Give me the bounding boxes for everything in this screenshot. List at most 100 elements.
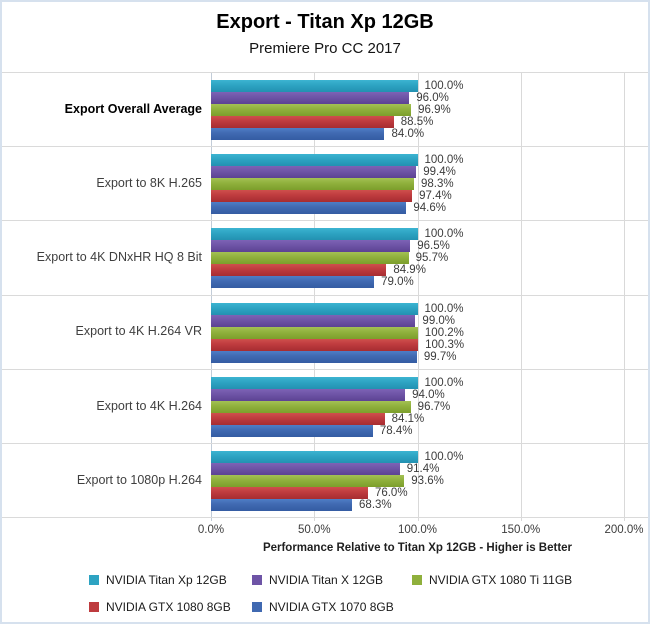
bar-value-label: 100.2% (424, 326, 464, 339)
bar-value-label: 84.1% (391, 412, 425, 425)
bar-value-label: 94.0% (412, 388, 445, 401)
legend-item-nvidia-titan-xp-12gb: NVIDIA Titan Xp 12GB (89, 573, 227, 587)
bar-nvidia-gtx-1070-8gb (211, 350, 417, 363)
bar-nvidia-titan-xp-12gb (211, 154, 418, 167)
bar-value-label: 100.0% (424, 80, 464, 92)
bar-nvidia-gtx-1080-ti-11gb (211, 400, 411, 413)
x-axis-title: Performance Relative to Titan Xp 12GB - … (262, 542, 573, 554)
bar-value-label: 96.5% (417, 240, 450, 253)
bar-value-label: 84.0% (391, 128, 425, 140)
category-label-export-to-4k-dnxhr-hq-8-bit: Export to 4K DNxHR HQ 8 Bit (36, 250, 202, 265)
group-separator (2, 442, 648, 444)
bar-value-label: 93.6% (411, 474, 444, 487)
bar-value-label: 79.0% (381, 276, 414, 289)
bar-value-label: 100.3% (425, 338, 465, 351)
bar-nvidia-titan-x-12gb (211, 92, 410, 104)
bar-value-label: 99.7% (423, 350, 457, 363)
bar-value-label: 84.9% (393, 264, 426, 277)
bar-nvidia-gtx-1080-8gb (211, 190, 413, 203)
bar-nvidia-gtx-1070-8gb (211, 276, 375, 289)
group-separator (2, 72, 648, 73)
legend-swatch-nvidia-titan-x-12gb (252, 575, 262, 585)
bar-value-label: 95.7% (415, 252, 449, 265)
bar-value-label: 97.4% (419, 190, 452, 203)
bar-value-label: 78.4% (379, 424, 413, 437)
bar-nvidia-gtx-1080-8gb (211, 338, 419, 351)
bar-nvidia-gtx-1080-8gb (211, 264, 387, 277)
bar-nvidia-titan-xp-12gb (211, 228, 418, 241)
bar-nvidia-gtx-1080-ti-11gb (211, 104, 412, 116)
bar-nvidia-titan-xp-12gb (211, 80, 418, 92)
x-tick-label: 150.0% (501, 524, 541, 536)
x-tick-label: 100.0% (397, 524, 437, 536)
group-separator (2, 517, 648, 518)
x-tick-label: 0.0% (197, 524, 225, 536)
legend-item-nvidia-gtx-1070-8gb: NVIDIA GTX 1070 8GB (252, 600, 394, 614)
legend-swatch-nvidia-gtx-1080-8gb (89, 602, 99, 612)
category-label-export-to-1080p-h-264: Export to 1080p H.264 (76, 472, 202, 487)
bar-nvidia-titan-x-12gb (211, 388, 406, 401)
bar-value-label: 98.3% (420, 178, 454, 191)
legend-label: NVIDIA GTX 1080 8GB (106, 600, 231, 614)
chart-subtitle: Premiere Pro CC 2017 (249, 40, 401, 57)
bar-nvidia-gtx-1070-8gb (211, 128, 385, 140)
gridline (520, 72, 522, 521)
bar-nvidia-gtx-1080-8gb (211, 412, 385, 425)
category-label-export-to-4k-h-264: Export to 4K H.264 (96, 398, 202, 413)
bar-nvidia-gtx-1080-8gb (211, 116, 394, 128)
bar-value-label: 94.6% (413, 202, 446, 215)
bar-nvidia-gtx-1080-ti-11gb (211, 178, 414, 191)
bar-nvidia-gtx-1070-8gb (211, 424, 373, 437)
legend-item-nvidia-gtx-1080-8gb: NVIDIA GTX 1080 8GB (89, 600, 231, 614)
bar-nvidia-titan-x-12gb (211, 240, 411, 253)
bar-value-label: 100.0% (424, 302, 464, 315)
bar-value-label: 91.4% (406, 462, 440, 475)
bar-nvidia-gtx-1080-ti-11gb (211, 326, 418, 339)
legend-label: NVIDIA GTX 1070 8GB (269, 600, 394, 614)
group-separator (2, 220, 648, 222)
bar-nvidia-gtx-1080-ti-11gb (211, 252, 409, 265)
category-label-export-overall-average: Export Overall Average (64, 101, 202, 116)
x-tick-label: 50.0% (297, 524, 331, 536)
bar-nvidia-gtx-1080-8gb (211, 486, 368, 499)
legend-label: NVIDIA Titan X 12GB (269, 573, 384, 587)
category-label-export-to-4k-h-264-vr: Export to 4K H.264 VR (75, 324, 202, 339)
bar-value-label: 99.4% (423, 166, 456, 179)
bar-value-label: 100.0% (424, 450, 464, 463)
legend-label: NVIDIA Titan Xp 12GB (106, 573, 227, 587)
x-tick-label: 200.0% (604, 524, 644, 536)
y-axis-line (211, 72, 212, 521)
bar-value-label: 96.9% (418, 104, 451, 116)
legend-label: NVIDIA GTX 1080 Ti 11GB (429, 573, 573, 587)
bar-nvidia-gtx-1080-ti-11gb (211, 474, 405, 487)
bar-value-label: 100.0% (424, 376, 464, 389)
legend-item-nvidia-titan-x-12gb: NVIDIA Titan X 12GB (252, 573, 383, 587)
bar-value-label: 99.0% (422, 314, 456, 327)
bar-nvidia-titan-xp-12gb (211, 450, 418, 463)
bar-nvidia-titan-xp-12gb (211, 376, 418, 389)
category-label-export-to-8k-h-265: Export to 8K H.265 (96, 176, 202, 191)
bar-nvidia-titan-xp-12gb (211, 302, 418, 315)
bar-value-label: 96.7% (417, 400, 451, 413)
bar-value-label: 100.0% (424, 228, 464, 241)
chart-title: Export - Titan Xp 12GB (216, 11, 434, 33)
group-separator (2, 146, 648, 148)
group-separator (2, 294, 648, 296)
bar-nvidia-titan-x-12gb (211, 166, 417, 179)
bar-nvidia-gtx-1070-8gb (211, 202, 407, 215)
bar-value-label: 76.0% (374, 486, 408, 499)
gridline (624, 72, 625, 521)
gridline (314, 72, 316, 521)
legend-swatch-nvidia-gtx-1070-8gb (252, 602, 262, 612)
bar-nvidia-titan-x-12gb (211, 462, 400, 475)
group-separator (2, 368, 648, 370)
legend-swatch-nvidia-titan-xp-12gb (89, 575, 99, 585)
bar-nvidia-titan-x-12gb (211, 314, 416, 327)
bar-value-label: 68.3% (359, 498, 392, 511)
bar-value-label: 96.0% (416, 92, 449, 104)
legend-swatch-nvidia-gtx-1080-ti-11gb (412, 575, 422, 585)
gridline (417, 72, 419, 521)
bar-value-label: 88.5% (400, 116, 434, 128)
